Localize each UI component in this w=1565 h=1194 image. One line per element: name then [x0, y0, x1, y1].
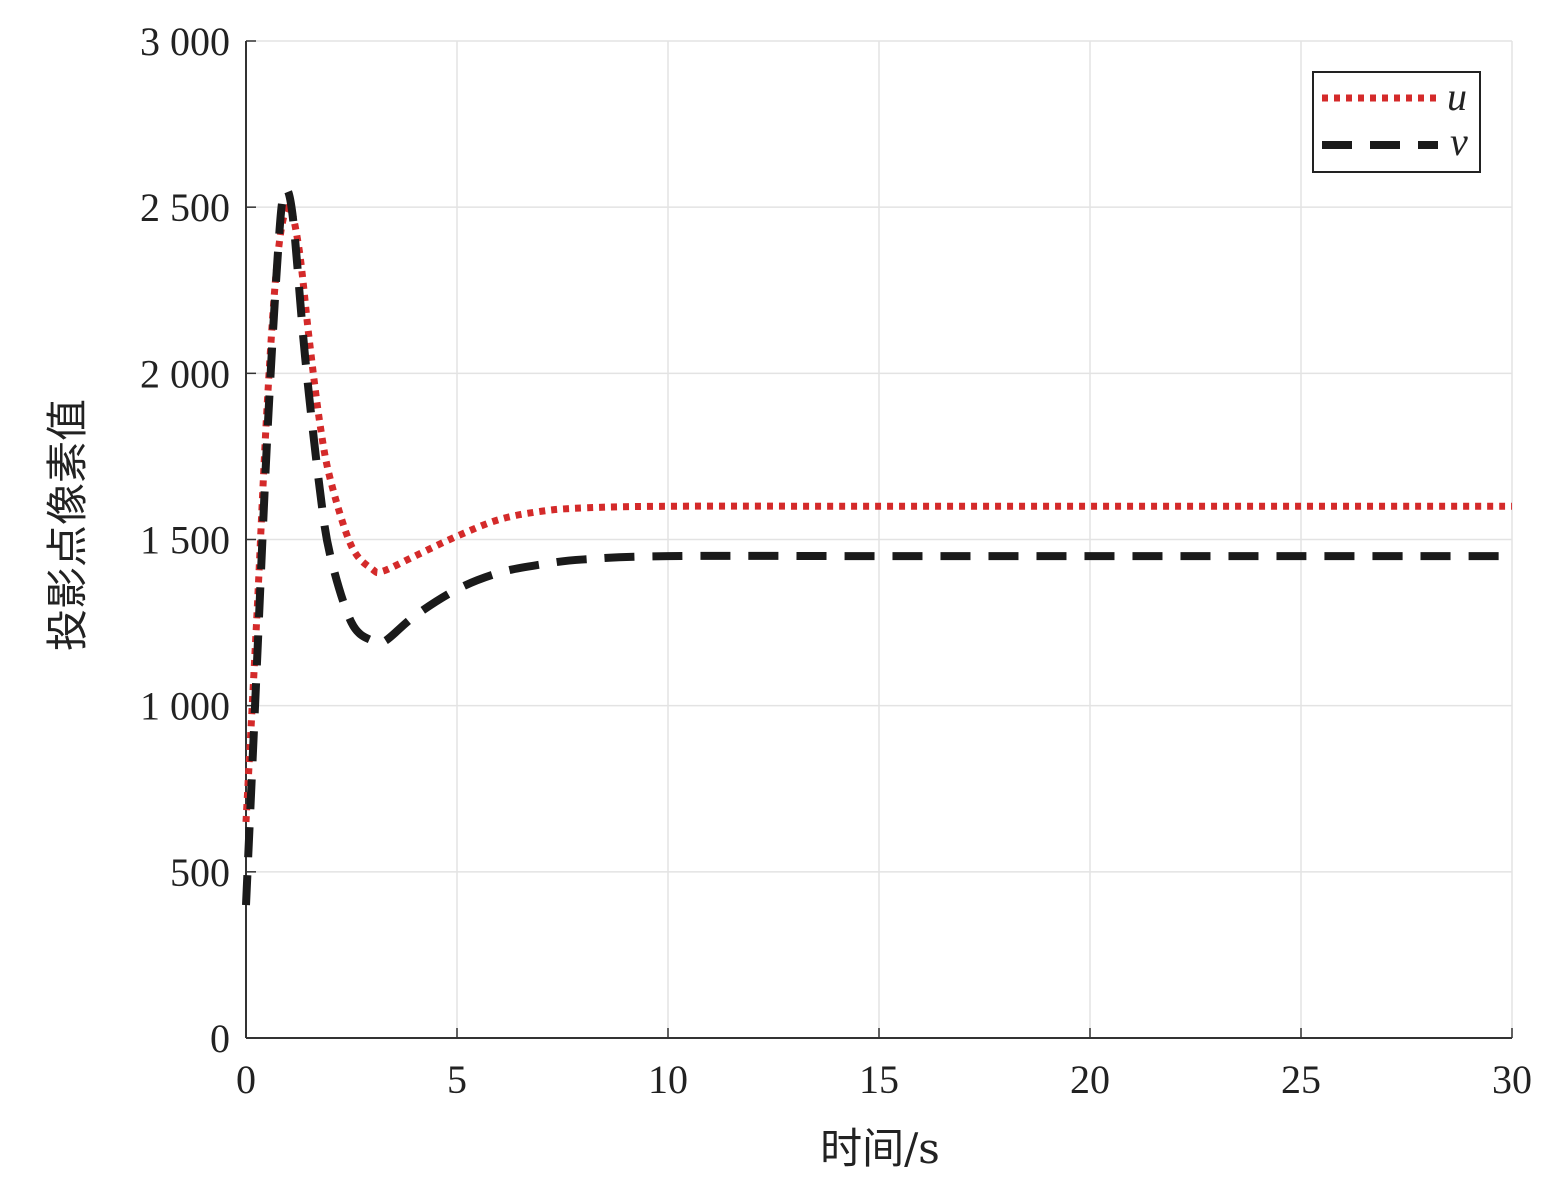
y-tick-label: 3 000 [140, 19, 230, 64]
legend-label-u: u [1447, 74, 1467, 119]
legend-box [1312, 71, 1481, 173]
x-tick-label: 20 [1070, 1057, 1110, 1102]
x-ticks: 0 5 10 15 20 25 30 [236, 1028, 1532, 1102]
series-line-v [242, 185, 1512, 906]
series-line-u [242, 203, 1512, 823]
y-axis-label: 投影点像素值 [43, 399, 92, 651]
x-tick-label: 0 [236, 1057, 256, 1102]
series-lines [242, 185, 1512, 906]
y-tick-label: 500 [170, 850, 230, 895]
grid [246, 40, 1513, 1038]
x-axis-label: 时间/s [820, 1124, 940, 1173]
x-tick-label: 25 [1281, 1057, 1321, 1102]
y-tick-label: 2 000 [140, 351, 230, 396]
y-tick-label: 0 [210, 1016, 230, 1061]
legend: u v [1312, 71, 1481, 173]
y-tick-label: 2 500 [140, 185, 230, 230]
legend-label-v: v [1450, 119, 1468, 164]
y-tick-label: 1 500 [140, 518, 230, 563]
y-ticks: 0 500 1 000 1 500 2 000 2 500 3 000 [140, 19, 256, 1061]
x-tick-label: 15 [859, 1057, 899, 1102]
y-tick-label: 1 000 [140, 684, 230, 729]
x-tick-label: 30 [1492, 1057, 1532, 1102]
x-tick-label: 5 [447, 1057, 467, 1102]
x-tick-label: 10 [648, 1057, 688, 1102]
